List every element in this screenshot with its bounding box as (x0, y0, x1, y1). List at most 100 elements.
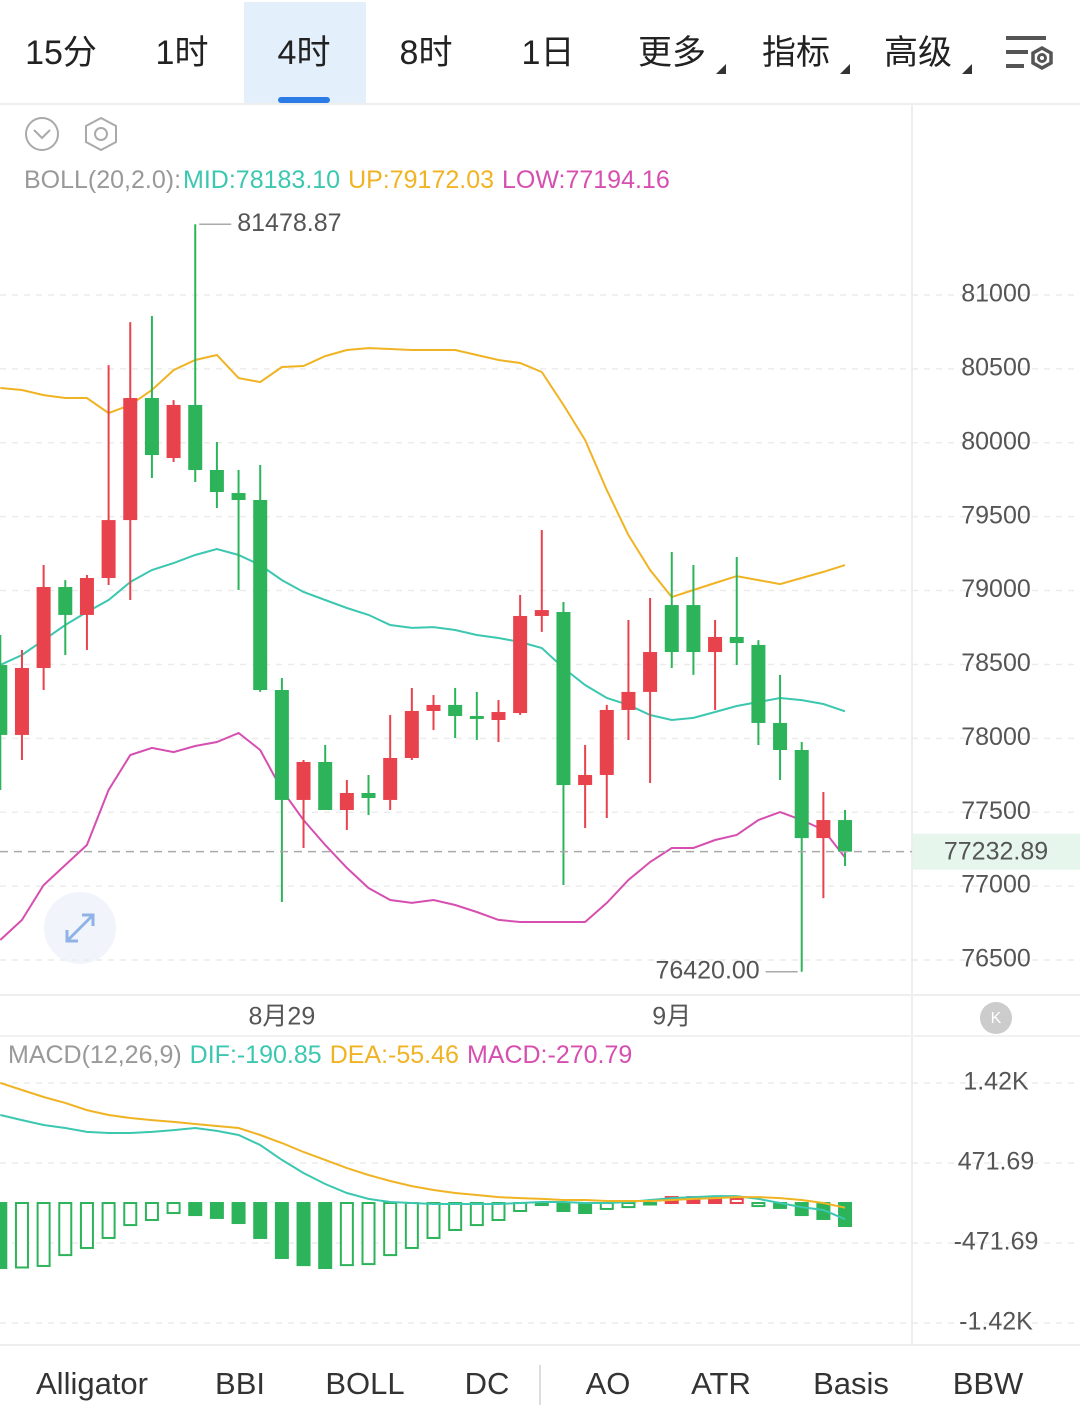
candle-body (123, 398, 138, 521)
macd-bar (296, 1202, 311, 1267)
timeframe-tab[interactable]: 更多 (638, 34, 706, 72)
legend-entry: MID:78183.10 (183, 166, 340, 194)
candle-body (751, 644, 766, 723)
y-tick-label: 77500 (961, 797, 1031, 825)
dropdown-caret (840, 64, 850, 74)
macd-bar (621, 1202, 636, 1209)
candle-body (686, 605, 701, 653)
y-tick-label: -1.42K (959, 1308, 1033, 1336)
candle-body (794, 750, 809, 839)
indicator-tab[interactable]: Basis (813, 1366, 889, 1401)
candle-body (556, 611, 571, 786)
candle-body (404, 710, 419, 758)
macd-bar (838, 1202, 853, 1227)
band-line (0, 731, 846, 941)
macd-bar (751, 1202, 766, 1208)
macd-bar (274, 1202, 289, 1259)
low-marker-label: 76420.00 (655, 956, 759, 984)
y-tick-label: 76500 (961, 945, 1031, 973)
macd-bar (58, 1202, 73, 1257)
collapse-icon[interactable] (25, 117, 59, 151)
x-tick-label: 9月 (652, 1003, 691, 1031)
indicator-name: MACD(12,26,9) (8, 1041, 182, 1069)
candle-body (166, 404, 181, 459)
macd-bar (404, 1202, 419, 1249)
indicator-tab[interactable]: BBW (953, 1366, 1024, 1401)
y-tick-label: 80000 (961, 427, 1031, 455)
y-tick-label: 77000 (961, 871, 1031, 899)
band-line (0, 347, 846, 599)
indicator-tab[interactable]: BBI (215, 1366, 265, 1401)
macd-bar (794, 1202, 809, 1217)
macd-bar (556, 1202, 571, 1212)
candle-body (101, 520, 116, 579)
dropdown-caret (716, 64, 726, 74)
expand-button[interactable] (44, 892, 116, 964)
hex-settings-icon[interactable] (85, 116, 117, 152)
timeframe-tab[interactable]: 15分 (25, 34, 97, 72)
indicator-legend: MACD(12,26,9) DIF:-190.85 DEA:-55.46 MACD:-… (8, 1041, 632, 1069)
candle-body (838, 820, 853, 852)
legend-entry: MACD:-270.79 (467, 1041, 632, 1069)
timeframe-tab[interactable]: 4时 (278, 34, 331, 72)
candle-body (773, 722, 788, 751)
legend-entry: DEA:-55.46 (330, 1041, 459, 1069)
macd-bar (426, 1202, 441, 1239)
timeframe-tab[interactable]: 1时 (156, 34, 209, 72)
macd-bar (166, 1202, 181, 1215)
timeframe-tab[interactable]: 1日 (522, 34, 575, 72)
settings-icon[interactable] (1006, 36, 1053, 71)
last-price-label: 77232.89 (944, 837, 1048, 865)
candle-body (534, 610, 549, 616)
candle-body (36, 587, 51, 668)
indicator-tab[interactable]: Alligator (36, 1366, 148, 1401)
candle-body (14, 667, 29, 735)
indicator-tab[interactable]: AO (586, 1366, 631, 1401)
candle-body (578, 774, 593, 786)
y-tick-label: 78000 (961, 723, 1031, 751)
macd-bar (14, 1202, 29, 1269)
macd-bar (144, 1202, 159, 1221)
timeframe-tabs: 15分 1时 4时 8时 1日 更多 指标 高级 (25, 2, 972, 103)
dropdown-caret (962, 64, 972, 74)
indicator-tab[interactable]: BOLL (325, 1366, 404, 1401)
candle-body (58, 587, 73, 615)
band-line (0, 547, 846, 722)
candle-body (296, 761, 311, 800)
candle-body (491, 712, 506, 721)
price-chart: 81000 80500 80000 79500 79000 78500 78000 77500… (0, 166, 1080, 1031)
candle-body (383, 757, 398, 800)
candle-body (469, 716, 484, 719)
legend-entry: UP:79172.03 (348, 166, 494, 194)
macd-bar (79, 1202, 94, 1249)
y-tick-label: 79000 (961, 575, 1031, 603)
indicator-tab[interactable]: DC (465, 1366, 510, 1401)
candle-body (209, 469, 224, 493)
candle-body (188, 404, 203, 470)
indicator-tab[interactable]: ATR (691, 1366, 751, 1401)
candle-body (621, 691, 636, 710)
macd-bar (448, 1202, 463, 1231)
legend-entry: DIF:-190.85 (190, 1041, 322, 1069)
y-tick-label: -471.69 (954, 1228, 1039, 1256)
legend-entry: LOW:77194.16 (502, 166, 670, 194)
indicator-legend: BOLL(20,2.0):MID:78183.10 UP:79172.03 LOW:… (24, 166, 670, 194)
timeframe-tab[interactable]: 指标 (762, 34, 830, 72)
high-marker-label: 81478.87 (237, 209, 341, 237)
indicator-tabs: Alligator BBI BOLL DC AO ATR Basis BBW (36, 1366, 1024, 1401)
reset-button[interactable]: K (980, 1002, 1012, 1034)
macd-bar (253, 1202, 268, 1239)
y-tick-label: 78500 (961, 649, 1031, 677)
svg-text:K: K (991, 1010, 1002, 1027)
macd-bar (383, 1202, 398, 1257)
timeframe-tab[interactable]: 8时 (400, 34, 453, 72)
y-tick-label: 81000 (961, 280, 1031, 308)
macd-bar (491, 1202, 506, 1221)
macd-bar (36, 1202, 51, 1267)
y-tick-label: 1.42K (963, 1068, 1029, 1096)
macd-bar (231, 1202, 246, 1225)
timeframe-tab[interactable]: 高级 (884, 34, 952, 72)
macd-bar (0, 1202, 8, 1269)
macd-bar (209, 1202, 224, 1219)
